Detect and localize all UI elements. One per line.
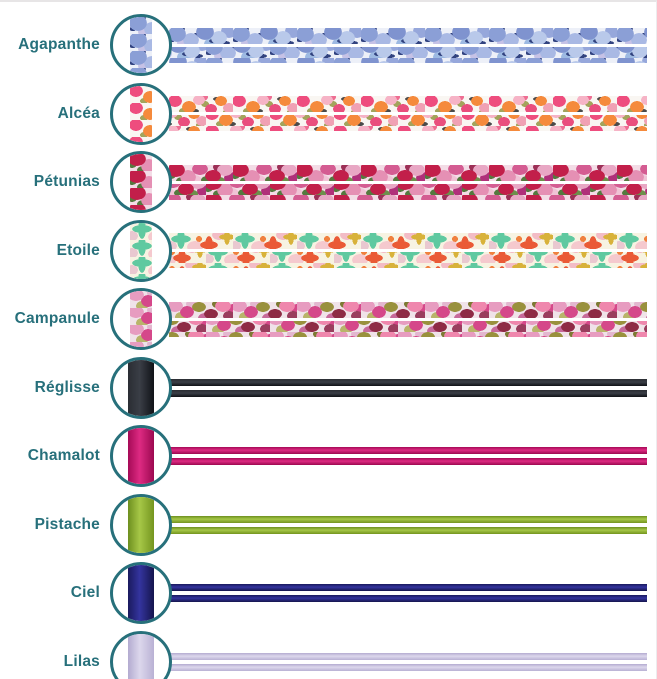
ribbon-preview <box>169 301 647 337</box>
option-label: Lilas <box>63 652 100 670</box>
cord-option-row[interactable]: Ciel <box>0 559 656 628</box>
cord-option-row[interactable]: Alcéa <box>0 80 656 149</box>
ribbon-preview <box>169 447 647 466</box>
ribbon-preview <box>169 233 647 269</box>
option-label: Pétunias <box>33 173 100 191</box>
ribbon-preview <box>169 378 647 397</box>
swatch-circle[interactable] <box>110 288 172 351</box>
swatch-fabric-strip <box>130 154 152 211</box>
ribbon-strip-bottom <box>169 389 647 397</box>
ribbon-preview <box>169 164 647 200</box>
cord-option-row[interactable]: Chamalot <box>0 422 656 491</box>
ribbon-strip-top <box>169 96 647 113</box>
swatch-circle[interactable] <box>110 82 172 145</box>
cord-option-row[interactable]: Réglisse <box>0 354 656 423</box>
swatch-circle[interactable] <box>110 493 172 556</box>
cord-option-row[interactable]: Pistache <box>0 491 656 560</box>
option-label: Chamalot <box>27 447 100 465</box>
ribbon-strip-bottom <box>169 663 647 671</box>
ribbon-strip-bottom <box>169 526 647 534</box>
ribbon-strip-bottom <box>169 115 647 132</box>
swatch-circle[interactable] <box>110 630 172 679</box>
ribbon-strip-bottom <box>169 183 647 200</box>
ribbon-strip-bottom <box>169 595 647 603</box>
option-label: Campanule <box>14 310 100 328</box>
swatch-fabric-strip <box>128 428 154 485</box>
cord-option-row[interactable]: Campanule <box>0 285 656 354</box>
ribbon-strip-top <box>169 447 647 455</box>
swatch-circle[interactable] <box>110 151 172 214</box>
swatch-fabric-strip <box>130 17 152 74</box>
ribbon-strip-top <box>169 515 647 523</box>
swatch-circle[interactable] <box>110 356 172 419</box>
cord-option-row[interactable]: Agapanthe <box>0 11 656 80</box>
ribbon-strip-top <box>169 584 647 592</box>
ribbon-strip-bottom <box>169 252 647 269</box>
ribbon-strip-bottom <box>169 458 647 466</box>
option-label: Alcéa <box>57 104 100 122</box>
ribbon-preview <box>169 96 647 132</box>
swatch-fabric-strip <box>130 291 152 348</box>
cord-option-row[interactable]: Pétunias <box>0 148 656 217</box>
ribbon-strip-top <box>169 378 647 386</box>
swatch-fabric-strip <box>128 633 154 679</box>
swatch-fabric-strip <box>130 85 152 142</box>
ribbon-strip-top <box>169 652 647 660</box>
swatch-circle[interactable] <box>110 562 172 625</box>
swatch-circle[interactable] <box>110 219 172 282</box>
ribbon-strip-bottom <box>169 46 647 63</box>
swatch-fabric-strip <box>128 359 154 416</box>
swatch-fabric-strip <box>128 496 154 553</box>
ribbon-preview <box>169 515 647 534</box>
cord-option-row[interactable]: Lilas <box>0 628 656 679</box>
ribbon-strip-bottom <box>169 320 647 337</box>
swatch-fabric-strip <box>128 565 154 622</box>
option-label: Pistache <box>34 515 100 533</box>
cord-option-row[interactable]: Etoile <box>0 217 656 286</box>
ribbon-preview <box>169 27 647 63</box>
swatch-fabric-strip <box>130 222 152 279</box>
ribbon-strip-top <box>169 233 647 250</box>
ribbon-strip-top <box>169 27 647 44</box>
ribbon-strip-top <box>169 301 647 318</box>
option-label: Etoile <box>56 241 100 259</box>
option-label: Réglisse <box>34 378 100 396</box>
swatch-circle[interactable] <box>110 14 172 77</box>
ribbon-preview <box>169 584 647 603</box>
ribbon-strip-top <box>169 164 647 181</box>
option-label: Ciel <box>70 584 100 602</box>
option-label: Agapanthe <box>18 36 100 54</box>
ribbon-preview <box>169 652 647 671</box>
swatch-circle[interactable] <box>110 425 172 488</box>
